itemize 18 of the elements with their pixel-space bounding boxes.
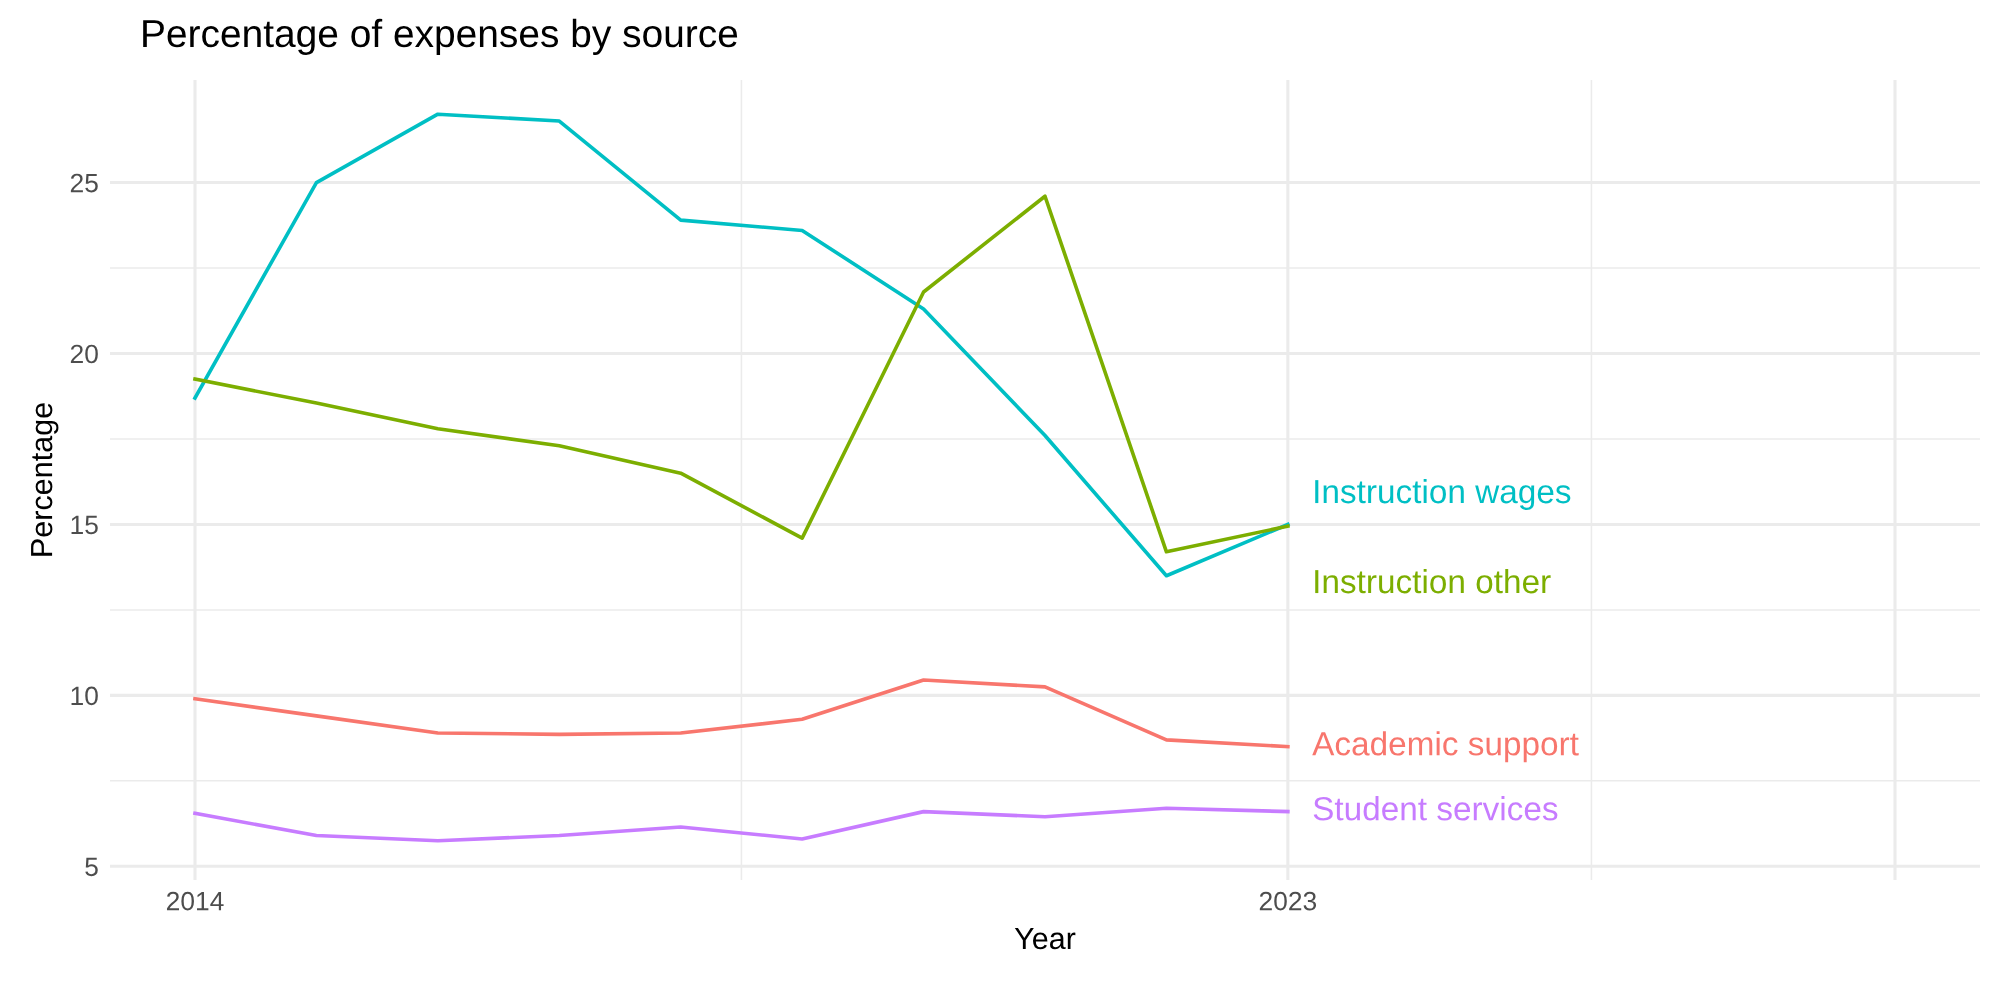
x-tick-label: 2014 [166, 891, 224, 911]
line-series [193, 678, 1290, 749]
x-tick-label: 2023 [1259, 891, 1317, 911]
line-series [193, 194, 1290, 554]
x-axis-title: Year [1014, 927, 1076, 950]
y-axis-title: Percentage [31, 403, 59, 556]
chart-title: Percentage of expenses by source [143, 18, 738, 55]
y-tick-label: 20 [70, 344, 98, 364]
y-tick-label: 25 [70, 173, 98, 193]
y-tick-label: 15 [71, 515, 98, 535]
line-series [193, 112, 1290, 578]
series-label: Instruction wages [1315, 478, 1571, 510]
y-tick-label: 10 [71, 686, 98, 706]
series-label: Student services [1313, 796, 1558, 821]
series-label: Instruction other [1315, 568, 1551, 594]
y-tick-label: 5 [85, 857, 98, 877]
line-series [193, 806, 1290, 843]
series-label: Academic support [1312, 731, 1579, 763]
